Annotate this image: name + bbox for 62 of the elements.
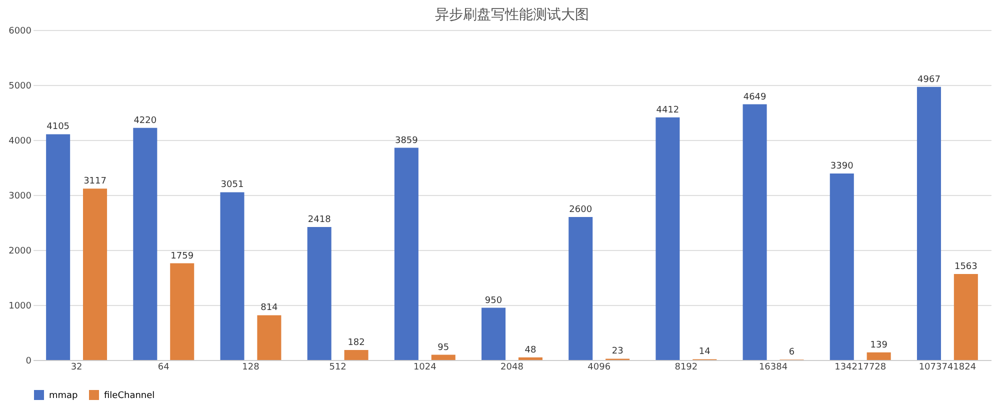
data-label: 182 <box>348 338 365 348</box>
bar <box>916 86 941 360</box>
data-label: 1563 <box>954 262 978 272</box>
x-tick-label: 32 <box>70 362 82 372</box>
bar <box>133 128 158 360</box>
y-tick-label: 5000 <box>8 82 32 92</box>
x-tick-label: 4096 <box>588 362 611 372</box>
data-label: 23 <box>612 346 624 357</box>
data-label: 14 <box>698 347 711 358</box>
data-label: 2600 <box>569 205 592 215</box>
chart-title: 异步刷盘写性能测试大图 <box>435 7 589 23</box>
x-tick-label: 128 <box>242 362 260 372</box>
data-label: 4649 <box>743 92 767 102</box>
bar <box>431 354 456 360</box>
bar <box>83 188 108 360</box>
data-label: 1759 <box>170 251 194 262</box>
data-label: 139 <box>870 340 888 350</box>
data-label: 3117 <box>84 176 106 187</box>
data-label: 4220 <box>134 116 157 126</box>
data-label: 814 <box>260 303 278 314</box>
x-tick-label: 134217728 <box>834 362 886 372</box>
legend-label: fileChannel <box>104 391 155 401</box>
data-label: 6 <box>788 348 795 358</box>
x-tick-label: 1024 <box>413 362 437 372</box>
x-tick-label: 16384 <box>758 362 788 372</box>
bar <box>344 350 368 360</box>
data-label: 48 <box>524 345 536 356</box>
y-tick-label: 0 <box>26 356 32 366</box>
y-tick-label: 1000 <box>8 302 32 312</box>
data-label: 3051 <box>220 180 244 190</box>
bar <box>394 148 418 360</box>
bar <box>257 315 282 360</box>
data-label: 950 <box>484 296 502 306</box>
bar <box>220 192 244 360</box>
y-tick-label: 2000 <box>8 246 32 256</box>
bar <box>954 274 978 360</box>
bar <box>307 227 332 360</box>
data-label: 4105 <box>46 122 70 132</box>
bar <box>656 117 680 360</box>
x-tick-label: 64 <box>158 362 170 372</box>
y-tick-label: 6000 <box>8 26 32 36</box>
data-label: 4412 <box>656 105 680 116</box>
bar <box>568 217 593 360</box>
bar <box>482 308 506 360</box>
bar <box>830 174 854 360</box>
y-tick-label: 3000 <box>8 192 32 202</box>
bar <box>46 134 70 360</box>
bar <box>742 104 767 360</box>
bar <box>866 352 891 360</box>
bar <box>518 357 542 360</box>
data-label: 95 <box>438 342 450 353</box>
bar <box>170 263 194 360</box>
x-tick-label: 512 <box>329 362 346 372</box>
legend-label: mmap <box>49 391 78 401</box>
data-label: 3859 <box>394 136 418 146</box>
y-tick-label: 4000 <box>8 136 32 146</box>
data-label: 2418 <box>308 215 332 226</box>
x-tick-label: 2048 <box>500 362 524 372</box>
data-label: 3390 <box>830 162 854 172</box>
data-label: 4967 <box>918 74 940 85</box>
x-tick-label: 1073741824 <box>918 362 976 372</box>
x-tick-label: 8192 <box>674 362 698 372</box>
